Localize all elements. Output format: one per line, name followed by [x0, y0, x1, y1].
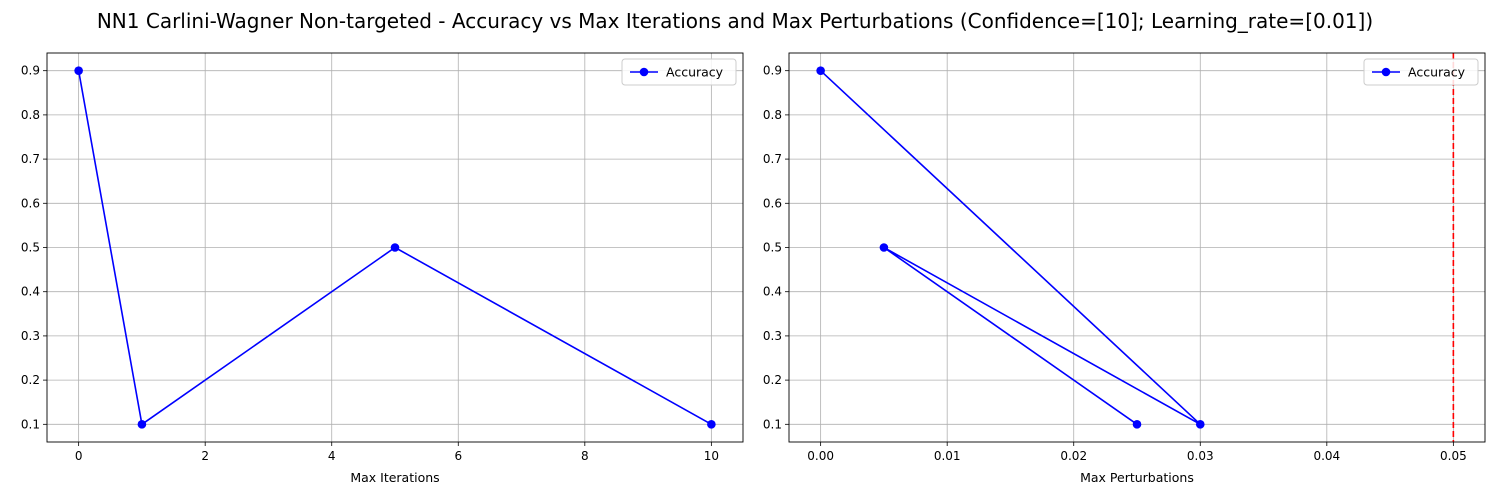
- x-tick-label: 2: [201, 449, 209, 463]
- legend-marker: [639, 67, 649, 77]
- axes-frame: [46, 52, 744, 443]
- series-line-accuracy: [820, 70, 1201, 426]
- legend-label: Accuracy: [1408, 65, 1466, 80]
- y-tick-label: 0.8: [21, 108, 40, 122]
- y-tick-label: 0.7: [21, 152, 40, 166]
- y-tick-label: 0.9: [21, 64, 40, 78]
- y-tick-label: 0.7: [763, 152, 782, 166]
- series-line-accuracy: [77, 70, 712, 426]
- chart-right: 0.00 0.01 0.02 0.03 0.04 0.05 0.1 0.2 0.3 0.4 0.5 0…: [763, 52, 1486, 485]
- x-tick-label: 10: [704, 449, 719, 463]
- x-axis-label: Max Iterations: [350, 470, 439, 485]
- x-tick-label: 8: [581, 449, 589, 463]
- data-point: [1132, 420, 1142, 429]
- y-tick-label: 0.9: [763, 64, 782, 78]
- legend: Accuracy: [621, 58, 737, 86]
- x-tick-label: 0.05: [1440, 449, 1467, 463]
- y-tick-label: 0.6: [763, 196, 782, 210]
- y-tick-label: 0.5: [763, 241, 782, 255]
- y-tick-label: 0.5: [21, 241, 40, 255]
- chart-left: 0 2 4 6 8 10 0.1 0.2 0.3 0.4 0.5 0.6 0.7 0.8 0.9 Max It…: [21, 52, 744, 485]
- data-point: [74, 66, 83, 75]
- data-point: [1195, 420, 1205, 429]
- x-tick-label: 0.01: [934, 449, 961, 463]
- x-tick-label: 4: [328, 449, 336, 463]
- data-point: [390, 243, 400, 252]
- x-tick-label: 0.00: [807, 449, 834, 463]
- y-tick-label: 0.1: [21, 417, 40, 431]
- x-tick-label: 6: [454, 449, 462, 463]
- x-tick-label: 0.03: [1187, 449, 1214, 463]
- y-tick-label: 0.8: [763, 108, 782, 122]
- y-tick-label: 0.6: [21, 196, 40, 210]
- y-tick-label: 0.1: [763, 417, 782, 431]
- legend-box: [621, 58, 737, 86]
- y-tick-label: 0.4: [21, 285, 40, 299]
- y-tick-label: 0.2: [763, 373, 782, 387]
- y-tick-label: 0.3: [763, 329, 782, 343]
- legend: Accuracy: [1363, 58, 1479, 86]
- x-tick-label: 0: [75, 449, 83, 463]
- x-tick-label: 0.02: [1060, 449, 1087, 463]
- y-tick-label: 0.4: [763, 285, 782, 299]
- figure-title: NN1 Carlini-Wagner Non-targeted - Accura…: [97, 9, 1373, 33]
- data-point: [879, 243, 889, 252]
- x-tick-label: 0.04: [1313, 449, 1340, 463]
- data-point: [707, 420, 716, 429]
- legend-box: [1363, 58, 1479, 86]
- data-point: [137, 420, 147, 429]
- data-point: [816, 66, 825, 75]
- legend-label: Accuracy: [666, 65, 724, 80]
- y-tick-label: 0.3: [21, 329, 40, 343]
- y-tick-label: 0.2: [21, 373, 40, 387]
- legend-marker: [1381, 67, 1391, 77]
- axes-frame: [788, 52, 1486, 443]
- x-axis-label: Max Perturbations: [1080, 470, 1194, 485]
